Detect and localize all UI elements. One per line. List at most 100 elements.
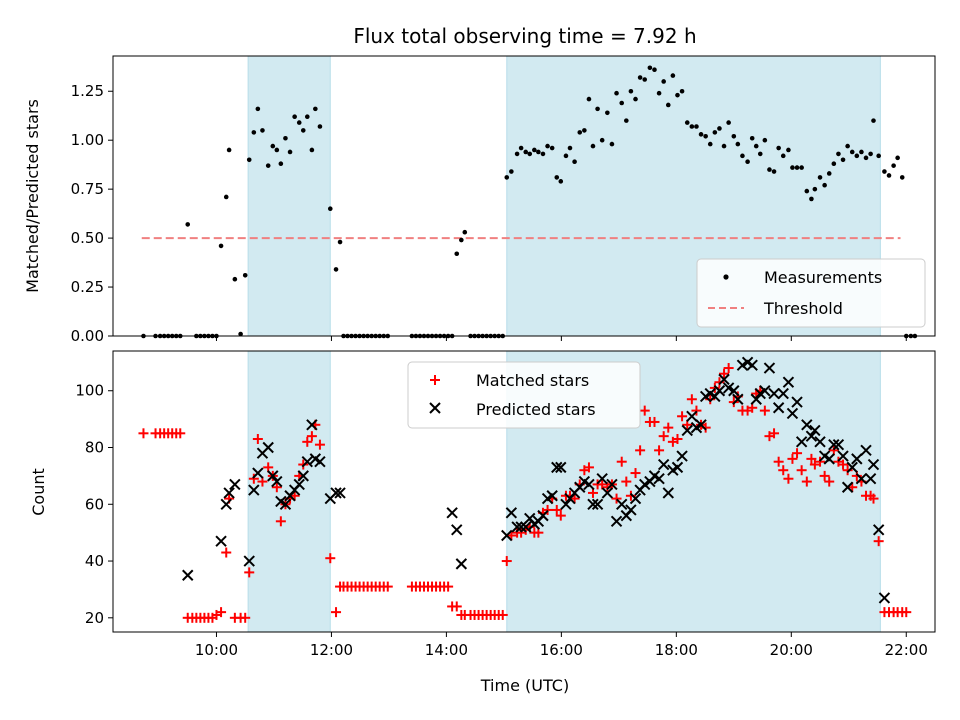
top-ytick-label: 0.00 (71, 327, 104, 345)
bottom-shaded-region (247, 350, 331, 633)
predicted-point (718, 373, 730, 386)
measurement-point (665, 102, 671, 108)
predicted-point-b (520, 521, 532, 533)
predicted-point-b (741, 356, 754, 369)
measurement-point (226, 147, 232, 153)
measurement-point (628, 88, 634, 94)
predicted-point-b (560, 498, 572, 510)
predicted-point-b (606, 478, 618, 491)
measurement-point (863, 155, 869, 161)
measurement-point (540, 151, 546, 157)
matched-point (663, 422, 674, 433)
predicted-point-b (546, 490, 558, 502)
predicted-point-b (215, 535, 227, 547)
predicted-point (814, 436, 826, 448)
predicted-point-b (306, 419, 318, 431)
matched-point (611, 493, 622, 504)
legend-measurements-label: Measurements (764, 268, 882, 287)
matched-point (723, 363, 734, 374)
measurement-point (313, 106, 318, 112)
predicted-point-b (763, 362, 776, 374)
measurement-point (590, 143, 596, 149)
measurement-point (836, 151, 841, 157)
measurement-point (605, 110, 610, 116)
measurement-point (337, 239, 343, 245)
legend-predicted-marker (429, 402, 441, 414)
measurement-point (698, 132, 704, 137)
measurement-point (274, 147, 280, 153)
predicted-point (297, 470, 309, 482)
measurement-point (255, 106, 261, 112)
measurement-point (694, 124, 699, 129)
predicted-point-b (818, 450, 831, 462)
predicted-point-b (301, 455, 313, 468)
predicted-point (795, 436, 808, 448)
predicted-point (791, 396, 803, 408)
measurement-point (509, 169, 514, 174)
bottom-xtick-label: 10:00 (195, 641, 238, 659)
matched-point (216, 607, 227, 618)
matched-point (868, 493, 879, 504)
predicted-point-b (872, 524, 885, 536)
measurement-point (886, 173, 892, 178)
matched-point (501, 556, 512, 567)
measurement-point (895, 155, 900, 161)
measurement-point (527, 151, 533, 157)
measurement-point (577, 130, 583, 135)
predicted-point (653, 473, 665, 485)
predicted-point (455, 558, 468, 570)
predicted-point (777, 387, 789, 400)
matched-point (838, 459, 849, 470)
measurement-point (849, 149, 855, 155)
chart-title: Flux total observing time = 7.92 h (353, 24, 696, 48)
measurement-point (278, 161, 284, 166)
matched-point (649, 416, 660, 427)
predicted-point (546, 490, 558, 502)
predicted-point (837, 450, 849, 462)
measurement-point (260, 128, 265, 133)
measurement-point (661, 79, 666, 84)
measurement-point (749, 135, 755, 141)
bottom-ytick-label: 80 (85, 439, 104, 457)
matched-point (769, 428, 780, 439)
measurement-point (586, 96, 592, 102)
bottom-ytick-label: 60 (85, 495, 104, 513)
predicted-point-b (772, 402, 785, 414)
predicted-point-b (828, 438, 840, 451)
predicted-point (846, 461, 858, 474)
predicted-point-b (293, 478, 305, 491)
predicted-point (505, 507, 518, 519)
measurement-point (753, 143, 759, 149)
legend-threshold-label: Threshold (763, 299, 843, 318)
predicted-point (267, 470, 279, 482)
legend-predicted-label: Predicted stars (476, 400, 596, 419)
measurement-point (223, 194, 229, 200)
bottom-legend: Matched stars Predicted stars (407, 361, 641, 429)
predicted-point-b (837, 450, 849, 462)
top-legend: Measurements Threshold (696, 258, 926, 328)
matched-point (138, 428, 149, 439)
measurement-point (554, 175, 560, 180)
predicted-point-b (555, 461, 567, 474)
measurement-point (251, 130, 257, 135)
matched-point (451, 601, 462, 612)
predicted-point-b (681, 424, 693, 437)
measurement-point (786, 147, 791, 153)
measurement-point (735, 141, 741, 147)
predicted-point-b (455, 558, 468, 570)
measurement-point (859, 149, 864, 155)
predicted-point-b (279, 498, 292, 510)
predicted-point-b (505, 507, 518, 519)
bottom-ytick-label: 100 (75, 382, 104, 400)
measurement-point (899, 175, 905, 180)
top-ytick-label: 0.75 (71, 180, 104, 198)
predicted-point (732, 393, 744, 405)
measurement-point (762, 137, 768, 143)
matched-point (583, 462, 594, 473)
predicted-point (591, 498, 604, 510)
matched-point (635, 445, 646, 456)
predicted-point (596, 473, 608, 485)
measurement-point (270, 143, 276, 149)
predicted-point (782, 376, 795, 388)
predicted-point-b (657, 458, 670, 471)
